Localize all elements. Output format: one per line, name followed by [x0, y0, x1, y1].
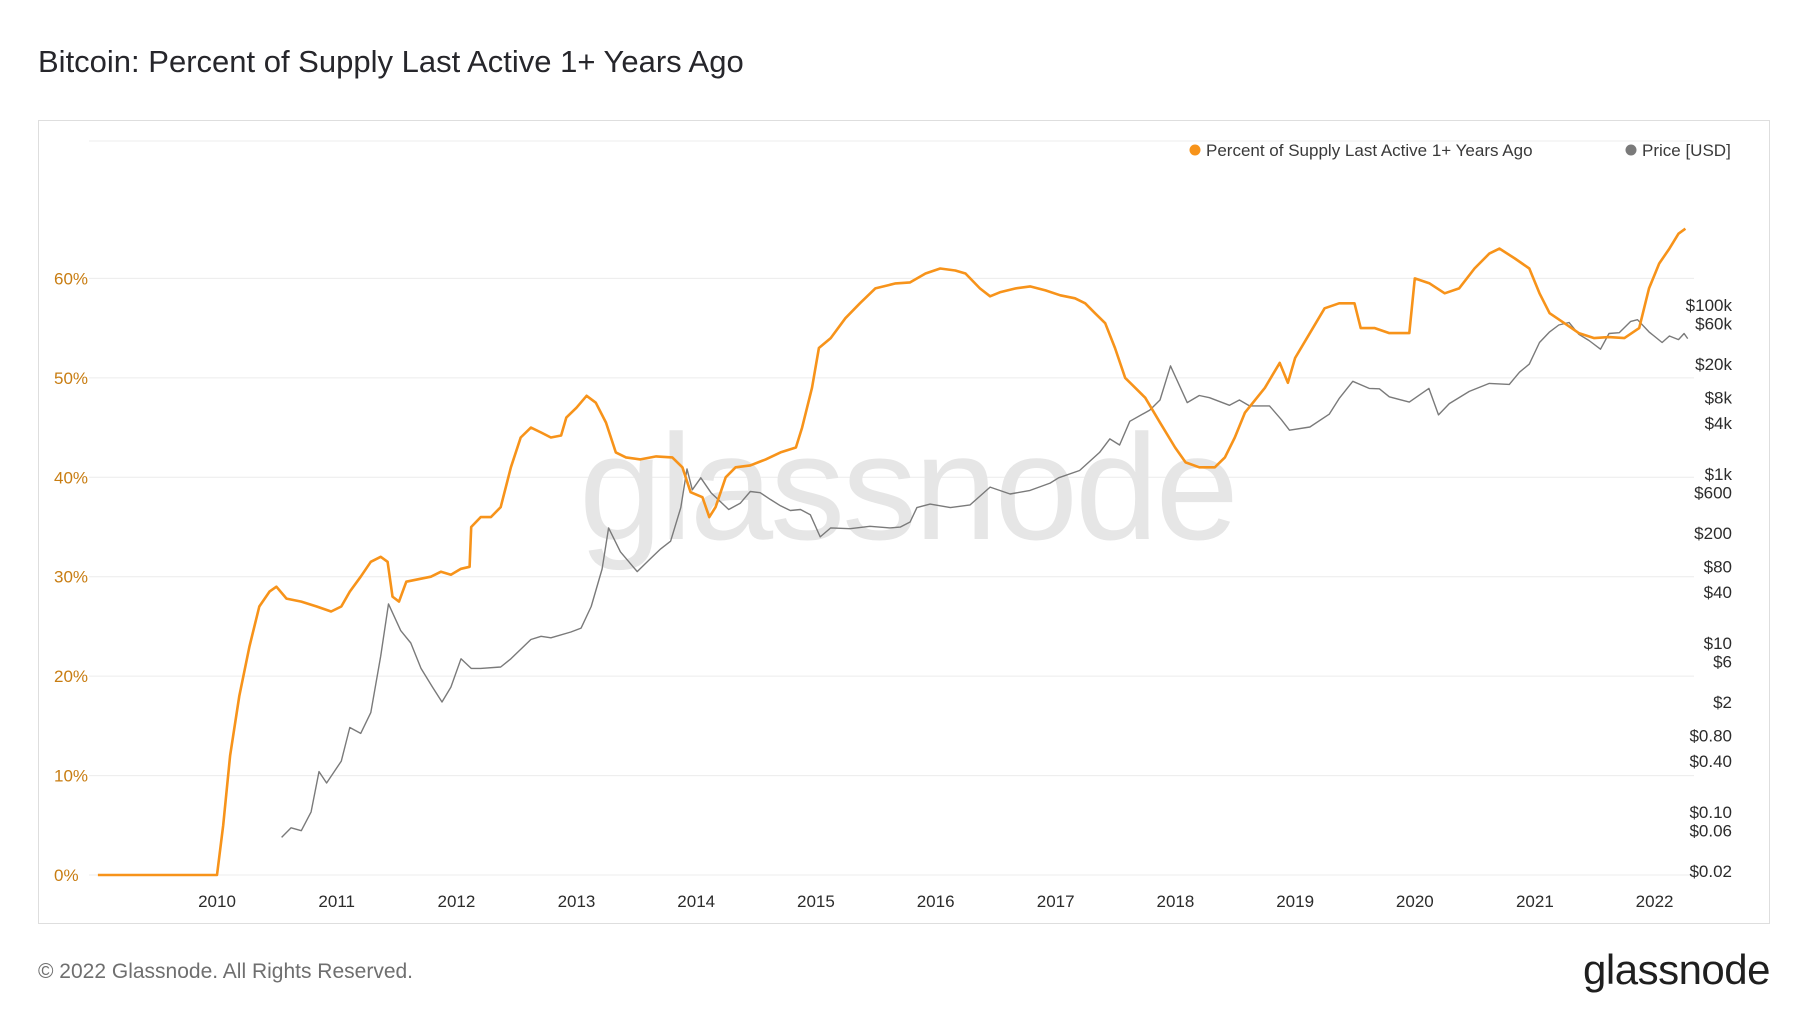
chart-title: Bitcoin: Percent of Supply Last Active 1… — [38, 44, 744, 79]
right-axis: $0.02 $0.06$0.10 $0.40 $0.80 $2 $6$10 $40 $80 $2… — [1686, 296, 1733, 881]
watermark: glassnode — [579, 403, 1239, 571]
x-tick-label: 2021 — [1516, 892, 1554, 911]
series-lines — [97, 227, 1689, 877]
right-tick-label: $100k — [1686, 296, 1733, 315]
left-tick-label: 30% — [54, 568, 88, 587]
x-tick-label: 2015 — [797, 892, 835, 911]
left-tick-label: 50% — [54, 369, 88, 388]
x-tick-label: 2022 — [1636, 892, 1674, 911]
supply-series-line — [97, 227, 1687, 877]
legend-label-supply[interactable]: Percent of Supply Last Active 1+ Years A… — [1206, 141, 1533, 160]
chart-canvas: glassnode 0%10%20%30%40%50%60% $0.02$0.0… — [54, 140, 1733, 911]
chart-legend: Percent of Supply Last Active 1+ Years A… — [1189, 141, 1731, 160]
brand-logo: glassnode — [1583, 946, 1770, 993]
left-tick-label: 40% — [54, 468, 88, 487]
legend-swatch-supply — [1189, 144, 1201, 156]
x-tick-label: 2011 — [318, 892, 355, 911]
right-tick-label: $80 — [1704, 558, 1732, 577]
right-tick-label: $2 — [1713, 693, 1732, 712]
right-tick-label: $4k — [1705, 414, 1733, 433]
right-tick-label: $0.40 — [1689, 752, 1732, 771]
x-tick-label: 2012 — [438, 892, 476, 911]
chart-frame: glassnode 0% 10% 20% 30% 40% 50% 60% $0.02 $0.0… — [38, 120, 1770, 924]
right-tick-label: $6 — [1713, 653, 1732, 672]
right-tick-label: $0.02 — [1689, 862, 1732, 881]
x-tick-label: 2018 — [1156, 892, 1194, 911]
copyright-notice: © 2022 Glassnode. All Rights Reserved. — [38, 960, 414, 983]
x-tick-label: 2019 — [1276, 892, 1314, 911]
left-tick-label: 60% — [54, 269, 88, 288]
right-tick-label: $0.80 — [1689, 727, 1732, 746]
price-series-line — [281, 319, 1689, 838]
right-tick-label: $8k — [1705, 389, 1733, 408]
grid-lines — [89, 140, 1694, 876]
x-tick-label: 2013 — [558, 892, 596, 911]
right-tick-label: $10 — [1704, 634, 1732, 653]
x-tick-label: 2017 — [1037, 892, 1075, 911]
right-tick-label: $0.10 — [1689, 803, 1732, 822]
left-tick-label: 0% — [54, 866, 79, 885]
right-tick-label: $1k — [1705, 465, 1733, 484]
x-tick-label: 2014 — [677, 892, 715, 911]
right-tick-label: $60k — [1695, 315, 1732, 334]
x-tick-label: 2010 — [198, 892, 236, 911]
x-axis: 2010 2011 2012 2013 2014 2015 2016 2017 2018 2019… — [198, 892, 1673, 911]
left-tick-label: 10% — [54, 767, 88, 786]
right-tick-label: $20k — [1695, 355, 1732, 374]
legend-label-price[interactable]: Price [USD] — [1642, 141, 1731, 160]
left-axis: 0% 10% 20% 30% 40% 50% 60% — [54, 269, 88, 885]
legend-swatch-price — [1625, 144, 1637, 156]
right-tick-label: $40 — [1704, 583, 1732, 602]
right-tick-label: $200 — [1694, 524, 1732, 543]
x-tick-label: 2020 — [1396, 892, 1434, 911]
watermark-text: glassnode — [579, 403, 1236, 571]
left-tick-label: 20% — [54, 667, 88, 686]
right-tick-label: $0.06 — [1689, 822, 1732, 841]
right-tick-label: $600 — [1694, 484, 1732, 503]
x-tick-label: 2016 — [917, 892, 955, 911]
